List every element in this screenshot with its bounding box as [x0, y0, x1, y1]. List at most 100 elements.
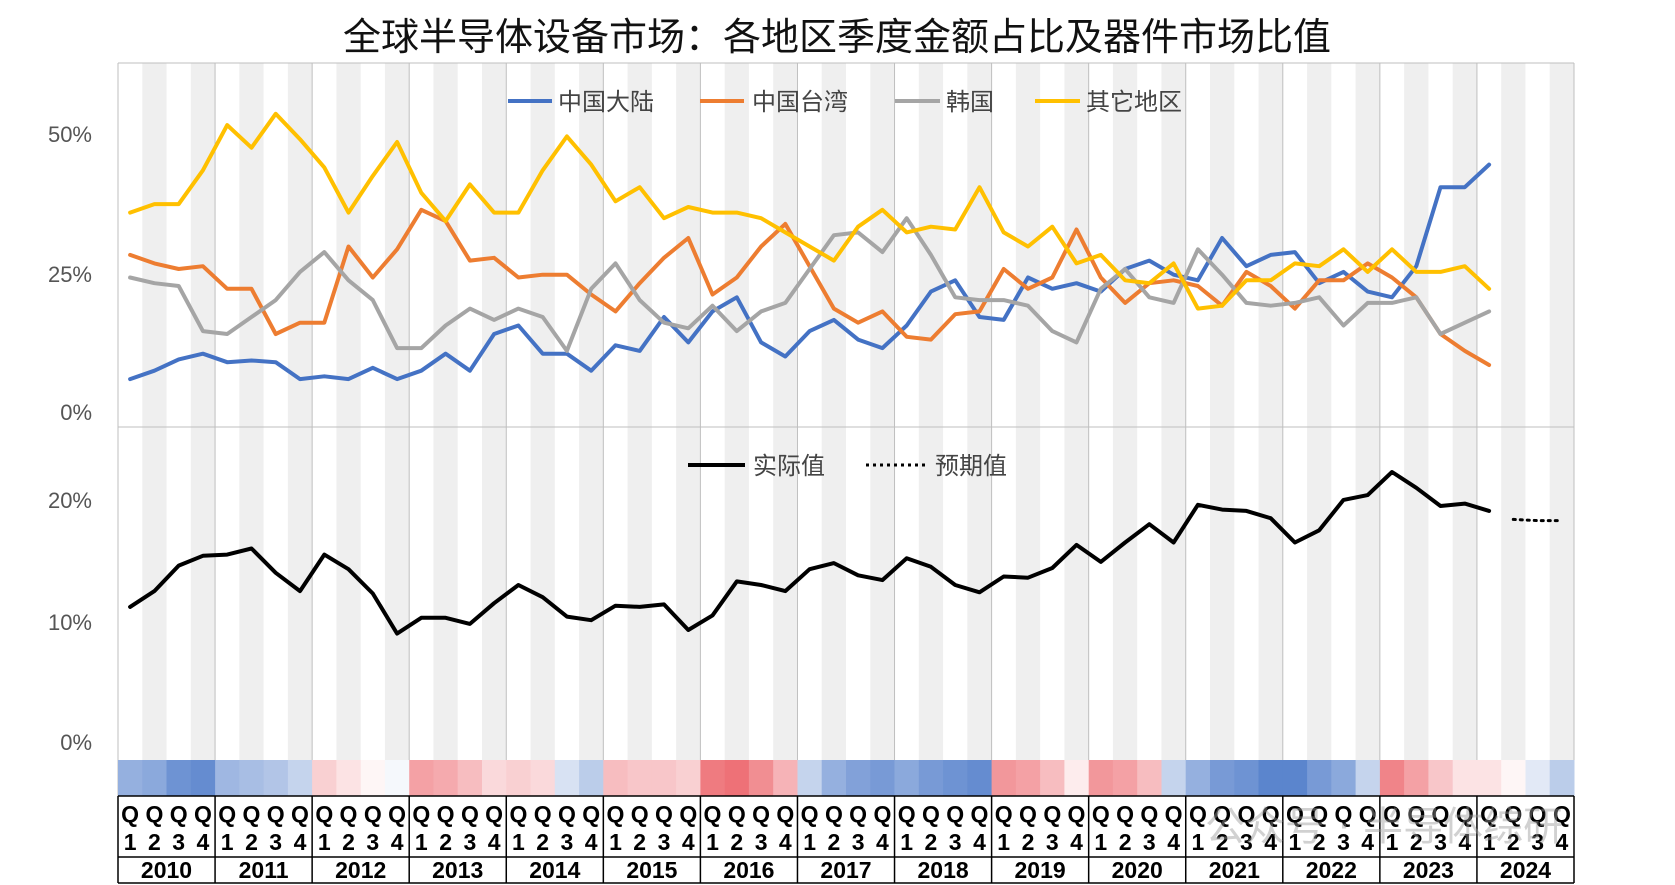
heat-cell	[263, 760, 289, 796]
quarter-number: 3	[561, 829, 574, 855]
legend-label-korea: 韩国	[946, 88, 994, 116]
quarter-letter: Q	[801, 801, 819, 827]
heat-cell	[797, 760, 823, 796]
quarter-letter: Q	[1140, 801, 1158, 827]
quarter-number: 3	[852, 829, 865, 855]
heat-cell	[1379, 760, 1405, 796]
quarter-band	[724, 63, 749, 760]
quarter-number: 2	[439, 829, 452, 855]
bottom-y-axis: 20% 10% 0%	[48, 488, 92, 755]
series-line-其它地区	[128, 111, 1492, 311]
quarter-number: 3	[1531, 829, 1544, 855]
y-tick-0-bottom: 0%	[60, 730, 92, 755]
heat-cell	[1428, 760, 1454, 796]
quarter-letter: Q	[412, 801, 430, 827]
heat-cell	[506, 760, 532, 796]
heat-cell	[409, 760, 434, 796]
quarter-number: 4	[682, 829, 695, 855]
heat-cell	[1307, 760, 1332, 796]
quarter-band	[870, 63, 895, 760]
heat-cell	[579, 760, 604, 796]
quarter-number: 4	[1361, 829, 1374, 855]
ratio-lines	[128, 470, 1564, 636]
heat-cell	[1501, 760, 1526, 796]
quarter-band	[1452, 63, 1477, 760]
heat-cell	[1088, 760, 1114, 796]
heat-cell	[1185, 760, 1211, 796]
heat-cell	[821, 760, 847, 796]
quarter-number: 3	[949, 829, 962, 855]
quarter-letter: Q	[1529, 801, 1547, 827]
year-label: 2015	[626, 857, 677, 883]
quarter-number: 4	[1167, 829, 1180, 855]
quarter-band	[433, 63, 458, 760]
heat-cell	[967, 760, 993, 796]
quarter-band	[239, 63, 264, 760]
heat-cell	[554, 760, 580, 796]
quarter-number: 1	[706, 829, 719, 855]
quarter-letter: Q	[1189, 801, 1207, 827]
series-line-中国大陆	[128, 162, 1492, 382]
heat-cell	[457, 760, 483, 796]
legend-label-actual: 实际值	[753, 452, 825, 480]
quarter-letter: Q	[849, 801, 867, 827]
quarter-number: 3	[464, 829, 477, 855]
quarter-letter: Q	[121, 801, 139, 827]
quarter-letter: Q	[752, 801, 770, 827]
heat-cell	[336, 760, 362, 796]
quarter-letter: Q	[971, 801, 989, 827]
quarter-number: 1	[1483, 829, 1496, 855]
quarter-band	[918, 63, 944, 760]
heat-cell	[870, 760, 896, 796]
year-label: 2024	[1500, 857, 1551, 883]
quarter-letter: Q	[388, 801, 406, 827]
heat-cell	[433, 760, 459, 796]
bottom-legend: 实际值 预期值	[688, 452, 1007, 480]
quarter-number: 4	[973, 829, 986, 855]
quarter-number: 3	[1046, 829, 1059, 855]
heat-strip	[118, 760, 1575, 796]
quarter-number: 1	[1192, 829, 1205, 855]
region-share-lines	[128, 111, 1492, 382]
quarter-band	[1307, 63, 1332, 760]
quarter-band	[1258, 63, 1283, 760]
heat-cell	[773, 760, 798, 796]
heat-cell	[239, 760, 265, 796]
quarter-letter: Q	[776, 801, 794, 827]
heat-cell	[530, 760, 556, 796]
quarter-letter: Q	[1213, 801, 1231, 827]
quarter-number: 3	[1337, 829, 1350, 855]
watermark: 公众号 · 半导体综研	[1205, 804, 1563, 850]
quarter-letter: Q	[291, 801, 309, 827]
y-tick-25: 25%	[48, 262, 92, 287]
quarter-letter: Q	[825, 801, 843, 827]
year-label: 2023	[1403, 857, 1454, 883]
quarter-letter: Q	[946, 801, 964, 827]
quarter-letter: Q	[485, 801, 503, 827]
top-legend: 中国大陆 中国台湾 韩国 其它地区	[508, 88, 1182, 116]
quarter-band	[1355, 63, 1380, 760]
quarter-number: 4	[197, 829, 210, 855]
heat-cell	[1258, 760, 1284, 796]
year-label: 2010	[141, 857, 192, 883]
heat-cell	[1064, 760, 1090, 796]
heat-cell	[142, 760, 168, 796]
legend-label-expected: 预期值	[935, 452, 1007, 480]
quarter-letter: Q	[1068, 801, 1086, 827]
heat-cell	[482, 760, 507, 796]
quarter-letter: Q	[267, 801, 285, 827]
quarter-number: 3	[269, 829, 282, 855]
quarter-letter: Q	[315, 801, 333, 827]
heat-cell	[1210, 760, 1235, 796]
quarter-letter: Q	[1359, 801, 1377, 827]
heat-cell	[1331, 760, 1357, 796]
year-label: 2017	[820, 857, 871, 883]
heat-cell	[1476, 760, 1502, 796]
heat-cell	[1015, 760, 1041, 796]
quarter-letter: Q	[1407, 801, 1425, 827]
quarter-band	[821, 63, 846, 760]
quarter-letter: Q	[1043, 801, 1061, 827]
heat-cell	[651, 760, 677, 796]
legend-label-other: 其它地区	[1086, 88, 1182, 116]
quarter-band	[967, 63, 992, 760]
